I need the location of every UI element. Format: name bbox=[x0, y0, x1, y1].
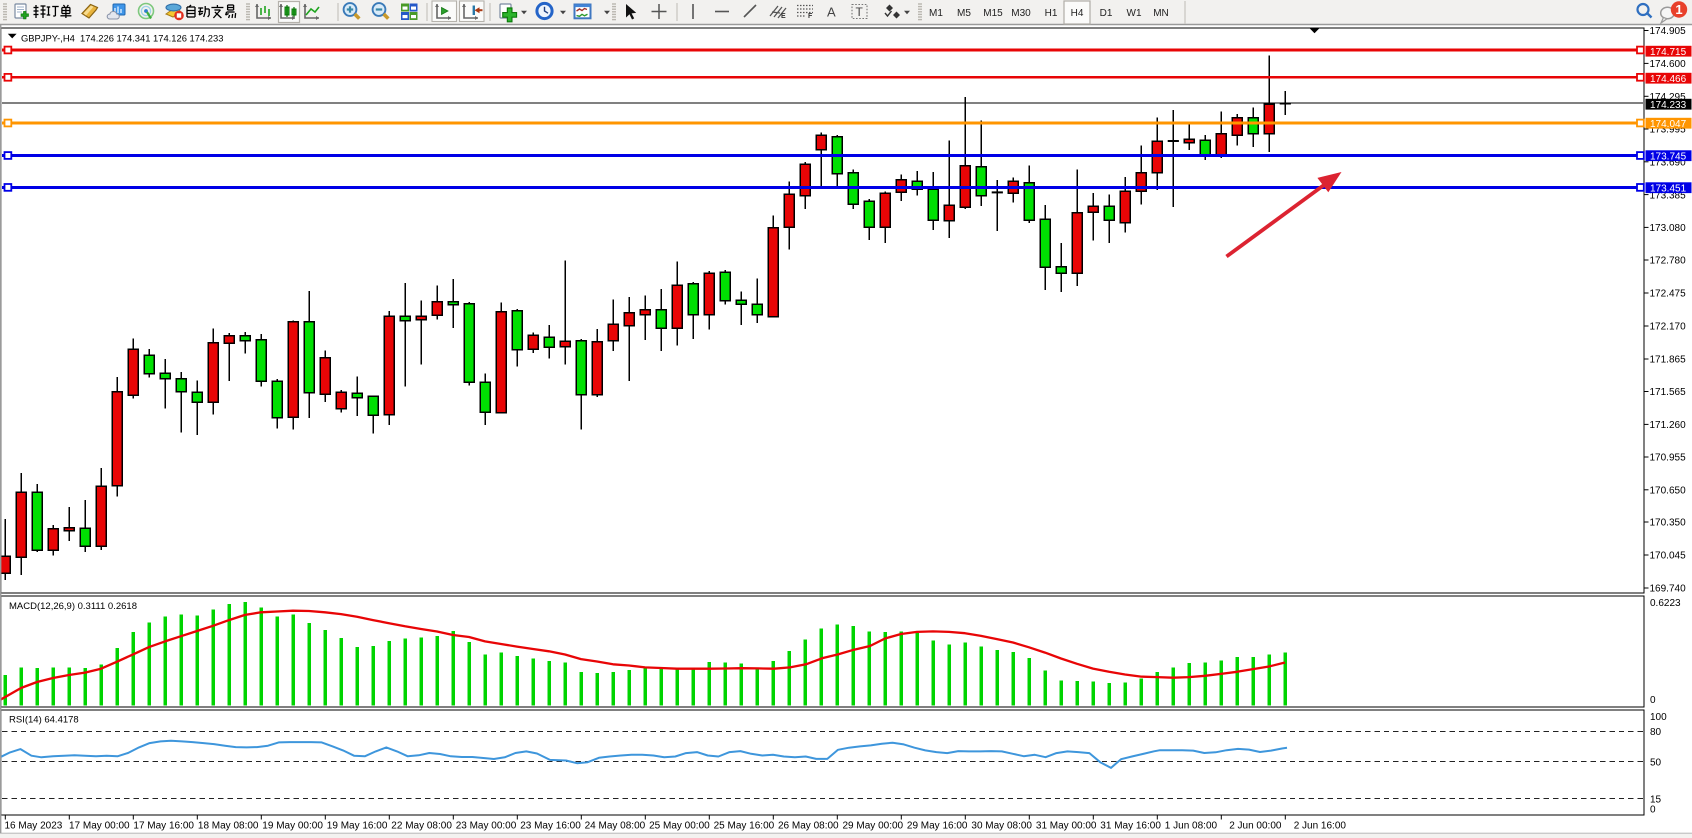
svg-text:M15: M15 bbox=[983, 8, 1003, 19]
svg-text:80: 80 bbox=[1650, 727, 1662, 738]
svg-text:GBPJPY-,H4 174.226 174.341 17: GBPJPY-,H4 174.226 174.341 174.126 174.2… bbox=[21, 33, 223, 44]
svg-text:173.690: 173.690 bbox=[1650, 158, 1687, 169]
svg-text:174.715: 174.715 bbox=[1650, 47, 1687, 58]
svg-text:174.600: 174.600 bbox=[1650, 59, 1687, 70]
svg-text:17 May 16:00: 17 May 16:00 bbox=[133, 821, 194, 832]
svg-text:25 May 00:00: 25 May 00:00 bbox=[649, 821, 710, 832]
svg-text:22 May 08:00: 22 May 08:00 bbox=[391, 821, 452, 832]
svg-text:169.740: 169.740 bbox=[1650, 584, 1687, 595]
svg-text:174.905: 174.905 bbox=[1650, 26, 1687, 37]
svg-text:174.295: 174.295 bbox=[1650, 92, 1687, 103]
svg-text:M30: M30 bbox=[1011, 8, 1031, 19]
svg-text:174.233: 174.233 bbox=[1650, 100, 1687, 111]
svg-text:173.745: 173.745 bbox=[1650, 152, 1687, 163]
svg-text:25 May 16:00: 25 May 16:00 bbox=[714, 821, 775, 832]
svg-text:17 May 00:00: 17 May 00:00 bbox=[69, 821, 130, 832]
svg-text:18 May 08:00: 18 May 08:00 bbox=[198, 821, 259, 832]
svg-text:170.955: 170.955 bbox=[1650, 453, 1687, 464]
svg-text:A: A bbox=[827, 5, 836, 20]
svg-text:15: 15 bbox=[1650, 795, 1662, 806]
svg-text:19 May 00:00: 19 May 00:00 bbox=[262, 821, 323, 832]
svg-text:F: F bbox=[808, 13, 813, 20]
svg-text:0: 0 bbox=[1650, 805, 1656, 816]
svg-text:171.865: 171.865 bbox=[1650, 355, 1687, 366]
svg-text:T: T bbox=[856, 5, 864, 19]
svg-text:1 Jun 08:00: 1 Jun 08:00 bbox=[1165, 821, 1218, 832]
svg-text:26 May 08:00: 26 May 08:00 bbox=[778, 821, 839, 832]
svg-text:100: 100 bbox=[1650, 712, 1667, 723]
svg-text:MACD(12,26,9) 0.3111 0.2618: MACD(12,26,9) 0.3111 0.2618 bbox=[9, 601, 137, 612]
svg-text:0: 0 bbox=[1650, 695, 1656, 706]
svg-text:172.475: 172.475 bbox=[1650, 289, 1687, 300]
svg-text:174.466: 174.466 bbox=[1650, 74, 1687, 85]
svg-text:171.565: 171.565 bbox=[1650, 387, 1687, 398]
svg-text:50: 50 bbox=[1650, 758, 1662, 769]
svg-text:2 Jun 16:00: 2 Jun 16:00 bbox=[1294, 821, 1347, 832]
svg-text:H1: H1 bbox=[1045, 8, 1058, 19]
svg-text:23 May 00:00: 23 May 00:00 bbox=[456, 821, 517, 832]
svg-text:19 May 16:00: 19 May 16:00 bbox=[327, 821, 388, 832]
svg-text:170.045: 170.045 bbox=[1650, 551, 1687, 562]
svg-text:MN: MN bbox=[1153, 8, 1169, 19]
svg-text:23 May 16:00: 23 May 16:00 bbox=[520, 821, 581, 832]
svg-text:H4: H4 bbox=[1071, 8, 1084, 19]
svg-text:M5: M5 bbox=[957, 8, 971, 19]
svg-text:1: 1 bbox=[1675, 2, 1682, 17]
svg-text:2 Jun 00:00: 2 Jun 00:00 bbox=[1229, 821, 1282, 832]
svg-text:31 May 00:00: 31 May 00:00 bbox=[1036, 821, 1097, 832]
svg-text:171.260: 171.260 bbox=[1650, 420, 1687, 431]
svg-text:30 May 08:00: 30 May 08:00 bbox=[971, 821, 1032, 832]
svg-text:170.650: 170.650 bbox=[1650, 486, 1687, 497]
svg-text:E: E bbox=[781, 13, 786, 20]
svg-text:170.350: 170.350 bbox=[1650, 518, 1687, 529]
svg-text:173.451: 173.451 bbox=[1650, 184, 1687, 195]
svg-text:173.385: 173.385 bbox=[1650, 190, 1687, 201]
svg-text:31 May 16:00: 31 May 16:00 bbox=[1100, 821, 1161, 832]
svg-text:RSI(14) 64.4178: RSI(14) 64.4178 bbox=[9, 715, 79, 726]
svg-text:29 May 00:00: 29 May 00:00 bbox=[843, 821, 904, 832]
svg-text:M1: M1 bbox=[929, 8, 943, 19]
svg-text:174.047: 174.047 bbox=[1650, 119, 1687, 130]
svg-text:W1: W1 bbox=[1127, 8, 1142, 19]
svg-text:16 May 2023: 16 May 2023 bbox=[5, 821, 63, 832]
svg-text:D1: D1 bbox=[1100, 8, 1113, 19]
svg-text:173.995: 173.995 bbox=[1650, 125, 1687, 136]
svg-text:172.780: 172.780 bbox=[1650, 256, 1687, 267]
svg-text:24 May 08:00: 24 May 08:00 bbox=[585, 821, 646, 832]
svg-text:173.080: 173.080 bbox=[1650, 223, 1687, 234]
svg-text:172.170: 172.170 bbox=[1650, 322, 1687, 333]
svg-text:29 May 16:00: 29 May 16:00 bbox=[907, 821, 968, 832]
svg-text:0.6223: 0.6223 bbox=[1650, 598, 1681, 609]
